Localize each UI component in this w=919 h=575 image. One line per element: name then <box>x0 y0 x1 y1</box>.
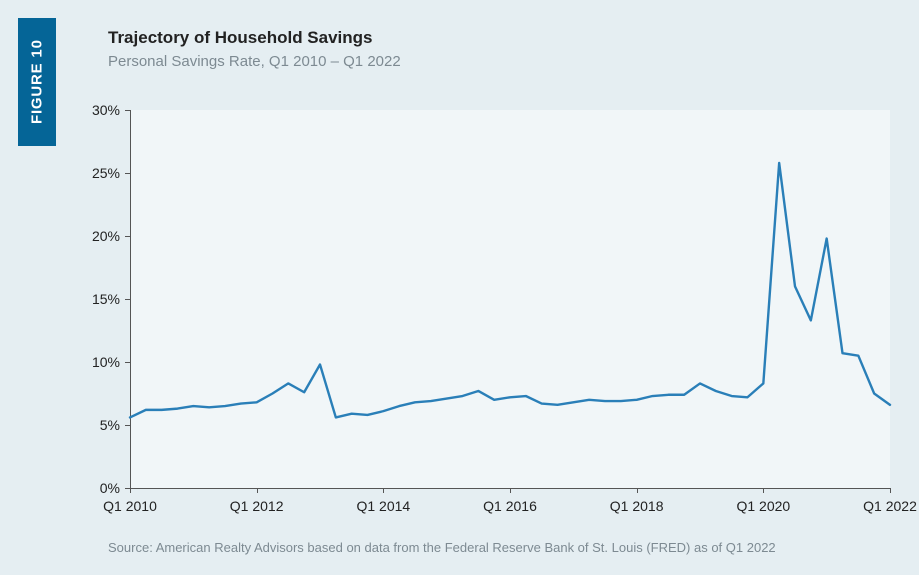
x-tick-label: Q1 2010 <box>103 498 157 514</box>
figure-number-tab: FIGURE 10 <box>18 18 56 146</box>
figure-number-text: FIGURE 10 <box>29 40 46 125</box>
x-tick-label: Q1 2014 <box>356 498 410 514</box>
chart-area: 0%5%10%15%20%25%30% Q1 2010Q1 2012Q1 201… <box>75 98 895 518</box>
y-tick-mark <box>125 236 130 237</box>
y-tick-mark <box>125 425 130 426</box>
x-tick-label: Q1 2016 <box>483 498 537 514</box>
figure-title: Trajectory of Household Savings <box>108 28 889 48</box>
x-tick-label: Q1 2022 <box>863 498 917 514</box>
x-tick-mark <box>637 488 638 493</box>
y-tick-mark <box>125 173 130 174</box>
x-tick-mark <box>890 488 891 493</box>
x-tick-label: Q1 2018 <box>610 498 664 514</box>
y-tick-mark <box>125 110 130 111</box>
x-tick-label: Q1 2020 <box>736 498 790 514</box>
x-tick-mark <box>257 488 258 493</box>
line-chart-svg <box>75 98 910 508</box>
y-tick-mark <box>125 362 130 363</box>
x-tick-mark <box>383 488 384 493</box>
source-note: Source: American Realty Advisors based o… <box>108 540 776 555</box>
figure-header: Trajectory of Household Savings Personal… <box>108 28 889 86</box>
x-tick-mark <box>510 488 511 493</box>
y-tick-mark <box>125 299 130 300</box>
figure-container: FIGURE 10 Trajectory of Household Saving… <box>0 0 919 575</box>
savings-rate-line <box>130 163 890 418</box>
x-tick-mark <box>130 488 131 493</box>
x-tick-label: Q1 2012 <box>230 498 284 514</box>
figure-subtitle: Personal Savings Rate, Q1 2010 – Q1 2022 <box>108 53 889 70</box>
x-tick-mark <box>763 488 764 493</box>
